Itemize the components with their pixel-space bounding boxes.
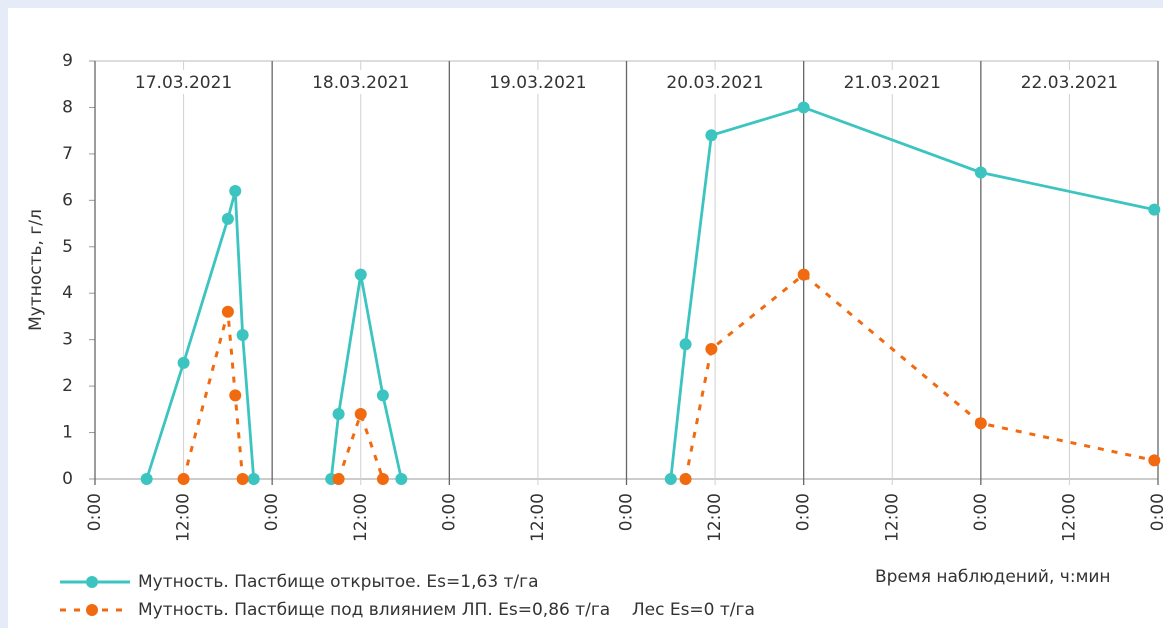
point [140,473,153,485]
x-tick-label: 12:00 [705,493,725,542]
point [974,166,987,179]
day-label-bg [475,70,600,94]
y-tick-label: 5 [62,237,73,257]
point [797,101,810,114]
x-tick-label: 12:00 [351,493,371,542]
point [236,329,249,342]
point [236,473,249,485]
y-tick-label: 7 [62,144,73,164]
x-tick-label: 0:00 [262,493,282,531]
watermark-band [0,0,1163,8]
point [247,473,260,485]
legend-marker [86,604,98,616]
x-tick-label: 12:00 [1059,493,1079,542]
day-label: 20.03.2021 [666,73,763,93]
y-tick-label: 4 [62,283,73,303]
y-tick-label: 2 [62,376,73,396]
point [229,185,242,198]
x-tick-label: 12:00 [174,493,194,542]
x-tick-label: 12:00 [528,493,548,542]
day-label: 19.03.2021 [489,73,586,93]
y-tick-label: 6 [62,190,73,210]
point [974,417,987,430]
y-tick-label: 0 [62,469,73,489]
x-tick-label: 0:00 [439,493,459,531]
day-label-bg [653,70,778,94]
point [395,473,408,485]
point [221,305,234,318]
point [376,473,389,485]
x-tick-label: 0:00 [85,493,105,531]
point [332,407,345,420]
day-label-bg [121,70,246,94]
x-tick-label: 0:00 [794,493,814,531]
y-tick-label: 8 [62,97,73,117]
point [177,473,190,485]
point [354,268,367,281]
point [332,473,345,485]
x-tick-label: 0:00 [971,493,991,531]
y-tick-label: 1 [62,423,73,443]
x-axis-label: Время наблюдений, ч:мин [875,567,1111,587]
day-label: 18.03.2021 [312,73,409,93]
point [229,389,242,402]
day-label: 21.03.2021 [844,73,941,93]
point [221,212,234,225]
legend-label: Мутность. Пастбище под влиянием ЛП. Es=0… [138,600,755,620]
y-tick-label: 9 [62,51,73,71]
day-label: 22.03.2021 [1021,73,1118,93]
day-label-bg [830,70,955,94]
legend-marker [86,576,98,588]
watermark-band [0,0,8,628]
day-label-bg [298,70,423,94]
point [376,389,389,402]
x-tick-label: 0:00 [617,493,637,531]
y-tick-label: 3 [62,330,73,350]
point [679,473,692,485]
x-tick-label: 0:00 [1148,493,1163,531]
y-axis-label: Мутность, г/л [26,209,46,331]
point [1148,454,1161,467]
point [705,342,718,355]
x-tick-label: 12:00 [882,493,902,542]
series-line [182,272,1155,480]
day-label: 17.03.2021 [135,73,232,93]
point [797,268,810,281]
point [354,407,367,420]
day-label-bg [1007,70,1132,94]
point [1148,203,1161,216]
legend-label: Мутность. Пастбище открытое. Es=1,63 т/г… [138,572,539,592]
point [177,356,190,369]
point [664,473,677,485]
point [679,338,692,351]
point [705,129,718,142]
